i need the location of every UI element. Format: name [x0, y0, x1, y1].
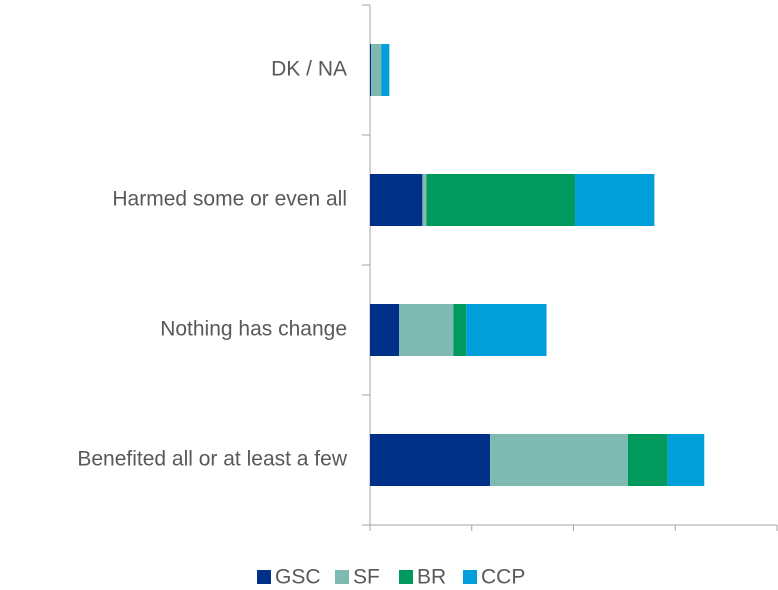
bar-segment: [453, 304, 467, 356]
legend-label: GSC: [275, 566, 321, 589]
bar-segment: [627, 434, 668, 486]
category-label: Harmed some or even all: [112, 188, 347, 211]
bar-segment: [398, 304, 454, 356]
bar-segment: [667, 434, 705, 486]
bar-segment: [381, 44, 390, 96]
legend-swatch: [335, 570, 349, 584]
legend-label: CCP: [481, 566, 525, 589]
bar-segment: [575, 174, 655, 226]
bar-segment: [370, 434, 491, 486]
legend-label: BR: [417, 566, 446, 589]
legend: GSC SF BR CCP: [257, 566, 525, 589]
legend-label: SF: [353, 566, 380, 589]
bar-segment: [426, 174, 576, 226]
category-label: Nothing has change: [160, 318, 347, 341]
bar-segment: [370, 174, 423, 226]
legend-swatch: [463, 570, 477, 584]
category-label: Benefited all or at least a few: [77, 448, 347, 471]
bar-segment: [371, 44, 382, 96]
bar-segment: [370, 304, 399, 356]
bar-segment: [422, 174, 427, 226]
bar-segment: [490, 434, 628, 486]
legend-swatch: [399, 570, 413, 584]
category-label: DK / NA: [271, 58, 347, 81]
legend-swatch: [257, 570, 271, 584]
bar-segment: [370, 44, 372, 96]
bar-segment: [466, 304, 547, 356]
